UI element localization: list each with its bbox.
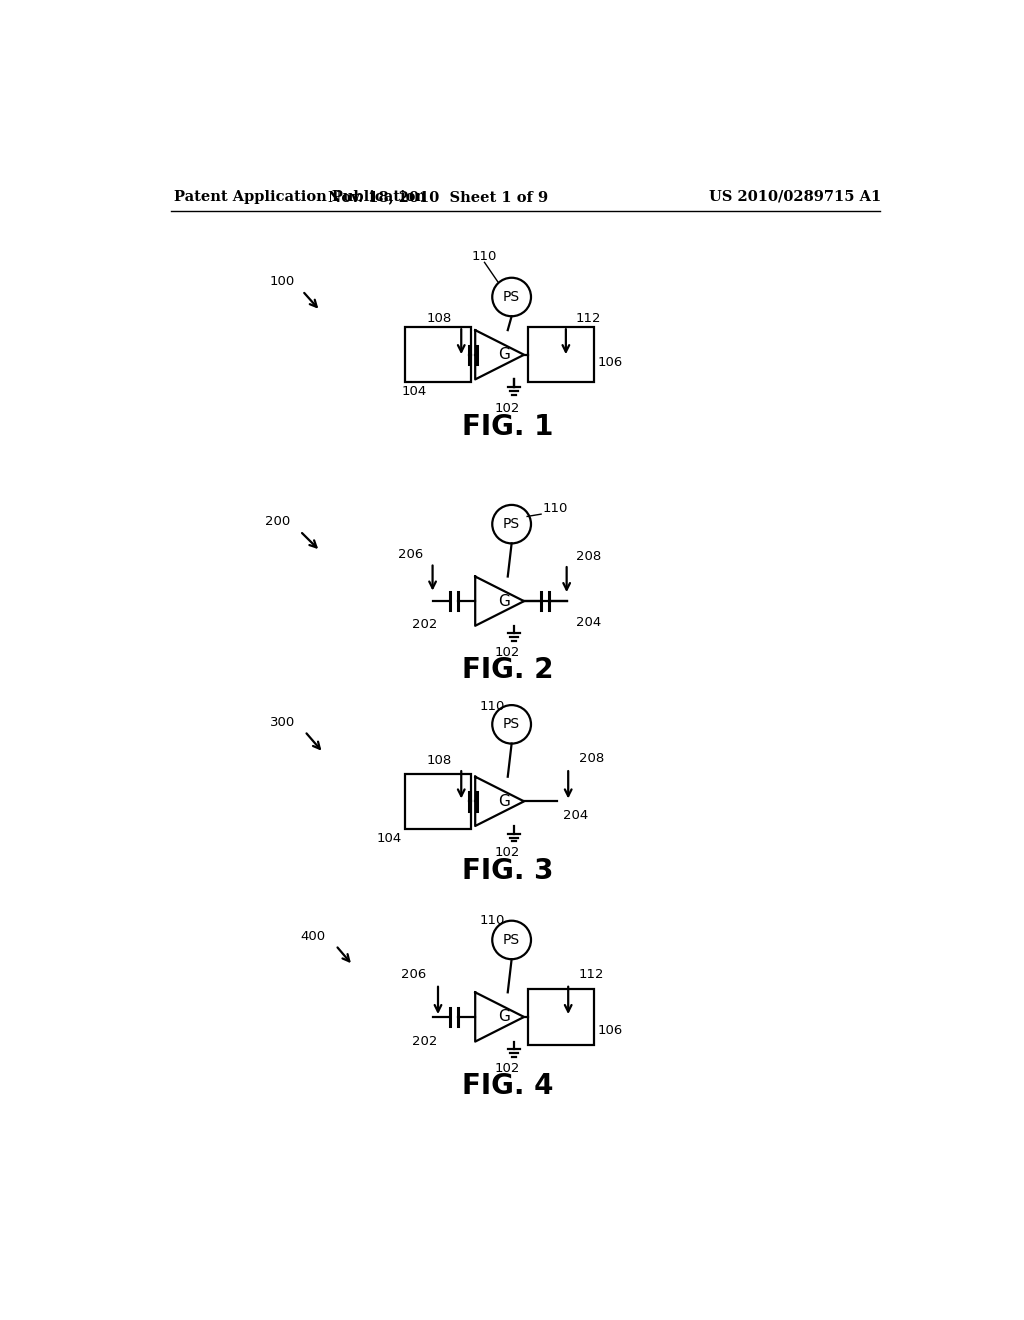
Text: 202: 202 — [412, 1035, 437, 1048]
Text: PS: PS — [503, 290, 520, 304]
Text: 202: 202 — [412, 618, 437, 631]
Text: 102: 102 — [495, 647, 520, 659]
Text: PS: PS — [503, 517, 520, 531]
Text: 108: 108 — [427, 312, 452, 325]
Text: G: G — [498, 347, 510, 362]
Text: 106: 106 — [598, 356, 623, 370]
Text: G: G — [498, 1010, 510, 1024]
Text: G: G — [498, 594, 510, 609]
Text: 206: 206 — [398, 548, 423, 561]
Text: 102: 102 — [495, 1063, 520, 1074]
Text: 206: 206 — [401, 968, 426, 981]
Text: Patent Application Publication: Patent Application Publication — [174, 190, 427, 203]
Text: 110: 110 — [479, 700, 505, 713]
Text: G: G — [498, 793, 510, 809]
Text: Nov. 18, 2010  Sheet 1 of 9: Nov. 18, 2010 Sheet 1 of 9 — [328, 190, 548, 203]
Text: 300: 300 — [270, 715, 295, 729]
Text: 112: 112 — [579, 968, 604, 981]
Text: 106: 106 — [598, 1024, 623, 1038]
Text: 400: 400 — [300, 929, 326, 942]
Text: 208: 208 — [579, 752, 604, 766]
Bar — [406, 327, 471, 383]
Text: 100: 100 — [269, 275, 295, 288]
Text: 102: 102 — [495, 846, 520, 859]
Bar — [528, 327, 594, 383]
Bar — [528, 989, 594, 1044]
Text: 110: 110 — [472, 251, 498, 264]
Text: 102: 102 — [495, 403, 520, 416]
Text: FIG. 3: FIG. 3 — [462, 857, 554, 884]
Text: 204: 204 — [575, 616, 601, 630]
Text: PS: PS — [503, 933, 520, 946]
Text: 108: 108 — [427, 754, 452, 767]
Text: 208: 208 — [575, 550, 601, 564]
Bar — [406, 774, 471, 829]
Text: PS: PS — [503, 717, 520, 731]
Text: US 2010/0289715 A1: US 2010/0289715 A1 — [710, 190, 882, 203]
Text: 204: 204 — [563, 809, 588, 822]
Text: 110: 110 — [479, 915, 505, 927]
Text: 104: 104 — [401, 385, 427, 399]
Text: FIG. 1: FIG. 1 — [462, 413, 553, 441]
Text: FIG. 2: FIG. 2 — [462, 656, 554, 685]
Text: FIG. 4: FIG. 4 — [462, 1072, 554, 1101]
Text: 104: 104 — [377, 832, 401, 845]
Text: 112: 112 — [575, 312, 601, 325]
Text: 200: 200 — [265, 515, 291, 528]
Text: 110: 110 — [543, 502, 568, 515]
